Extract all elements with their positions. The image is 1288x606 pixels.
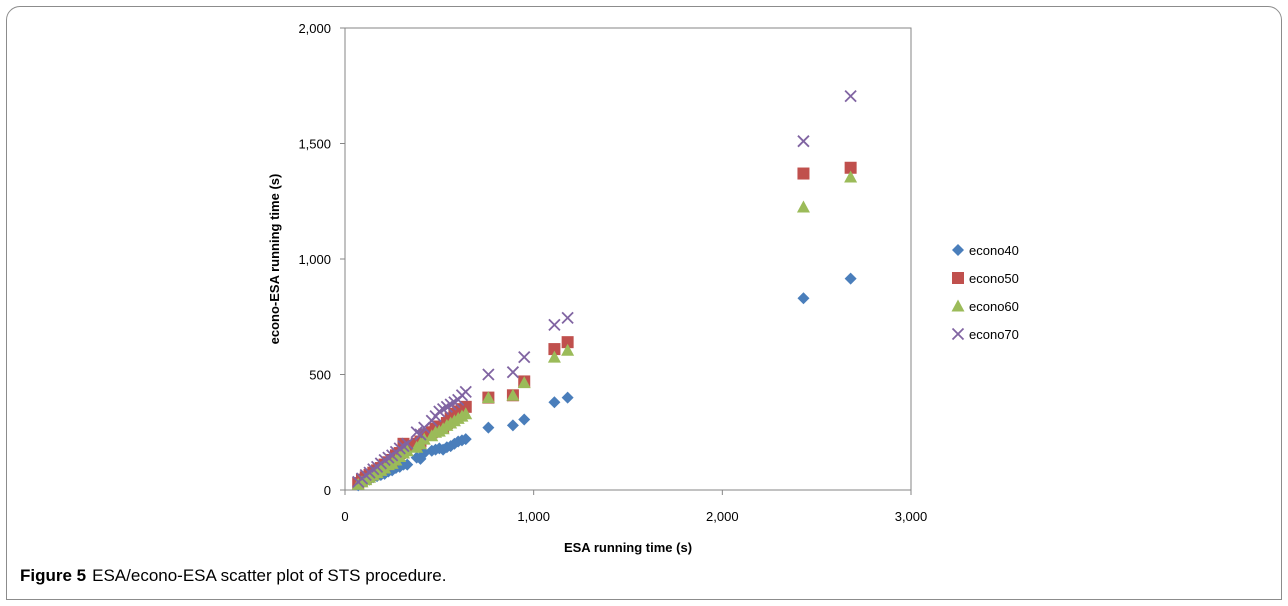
data-point-econo60 [506, 388, 520, 401]
x-marker-stroke [401, 437, 414, 450]
x-marker-stroke [482, 368, 495, 381]
data-points [351, 90, 858, 492]
legend-label-econo60: econo60 [969, 299, 1019, 314]
x-tick-label: 1,000 [517, 509, 550, 524]
data-point-econo60 [796, 200, 810, 213]
data-point-econo50 [797, 167, 810, 180]
x-marker-stroke [844, 90, 857, 103]
x-axis-title: ESA running time (s) [564, 540, 692, 555]
figure-label: Figure 5 [20, 566, 87, 585]
figure-frame [6, 6, 1282, 600]
data-point-econo40 [548, 396, 561, 409]
legend-marker-econo60 [951, 299, 965, 312]
data-point-econo70 [844, 90, 857, 103]
x-marker-stroke [797, 135, 810, 148]
y-tick-label: 1,500 [298, 137, 331, 152]
x-axis: 0 1,000 2,000 3,000 [341, 490, 927, 524]
x-marker-stroke [561, 311, 574, 325]
figure-caption-text: ESA/econo-ESA scatter plot of STS proced… [92, 566, 447, 585]
x-marker-stroke [548, 318, 561, 331]
x-tick-label: 0 [341, 509, 348, 524]
y-axis-title: econo-ESA running time (s) [267, 174, 282, 345]
data-point-econo40 [518, 413, 531, 426]
data-point-econo40 [797, 292, 810, 305]
y-tick-label: 0 [324, 483, 331, 498]
data-point-econo70 [518, 351, 531, 364]
y-tick-label: 2,000 [298, 21, 331, 36]
data-point-econo70 [797, 135, 810, 148]
data-point-econo70 [414, 428, 427, 441]
legend-label-econo40: econo40 [969, 243, 1019, 258]
data-point-econo40 [482, 421, 495, 434]
legend-marker-econo40 [952, 244, 964, 256]
y-tick-label: 1,000 [298, 252, 331, 267]
series-econo60 [351, 170, 858, 490]
data-point-econo70 [561, 311, 574, 325]
data-point-econo60 [547, 350, 561, 363]
legend-label-econo50: econo50 [969, 271, 1019, 286]
legend: econo40 econo50 econo60 econo70 [951, 243, 1019, 342]
x-marker-stroke [410, 426, 423, 439]
data-point-econo40 [459, 433, 472, 446]
data-point-econo70 [459, 385, 472, 398]
legend-label-econo70: econo70 [969, 327, 1019, 342]
data-point-econo60 [561, 343, 575, 356]
x-marker-stroke [459, 385, 472, 398]
data-point-econo70 [482, 368, 495, 381]
data-point-econo40 [561, 391, 574, 404]
data-point-econo40 [506, 419, 519, 432]
y-axis: 0 500 1,000 1,500 2,000 [298, 21, 345, 498]
data-point-econo60 [459, 407, 473, 420]
series-econo70 [352, 90, 857, 489]
data-point-econo70 [548, 318, 561, 331]
figure-caption: Figure 5 ESA/econo-ESA scatter plot of ST… [20, 566, 446, 586]
x-marker-stroke [414, 428, 427, 441]
data-point-econo40 [844, 272, 857, 285]
data-point-econo60 [517, 376, 531, 389]
data-point-econo60 [844, 170, 858, 183]
x-marker-stroke [506, 366, 520, 379]
data-point-econo70 [401, 437, 414, 450]
x-tick-label: 2,000 [706, 509, 739, 524]
data-point-econo60 [481, 391, 495, 404]
data-point-econo50 [844, 161, 857, 174]
x-tick-label: 3,000 [895, 509, 928, 524]
data-point-econo70 [506, 366, 520, 379]
legend-marker-econo70 [951, 327, 965, 341]
series-econo40 [352, 272, 857, 492]
x-marker-stroke [518, 351, 531, 364]
legend-marker-econo50 [952, 272, 964, 284]
x-marker-stroke [951, 327, 965, 341]
y-tick-label: 500 [309, 368, 331, 383]
data-point-econo50 [561, 336, 574, 349]
data-point-econo50 [548, 343, 561, 356]
